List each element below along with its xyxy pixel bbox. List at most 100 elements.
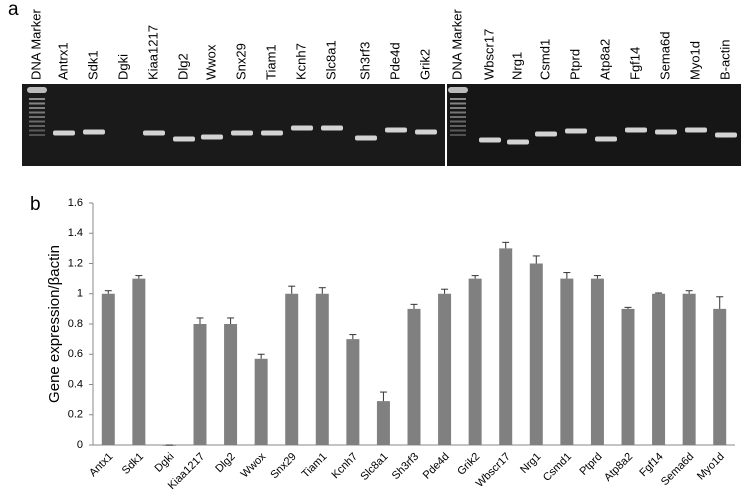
gel-band xyxy=(535,131,557,137)
ladder-band xyxy=(450,107,466,109)
ladder-band xyxy=(450,102,466,105)
lane-label: Sh3rf3 xyxy=(357,42,372,80)
gel-band xyxy=(201,134,223,140)
lane-label: Sema6d xyxy=(657,32,672,80)
y-tick-label: 1.4 xyxy=(68,227,83,239)
x-tick-label: Ptprd xyxy=(578,451,605,478)
lane-label: B-actin xyxy=(717,40,732,80)
gel-band xyxy=(321,125,343,131)
gel-left xyxy=(22,84,445,166)
ladder-band xyxy=(450,120,466,123)
x-tick-label: Csmd1 xyxy=(541,451,574,484)
ladder-well xyxy=(27,87,47,93)
bar xyxy=(438,293,452,445)
gel-band xyxy=(655,129,677,135)
gel-band xyxy=(261,130,283,136)
bar xyxy=(407,308,421,445)
ladder-band xyxy=(29,134,45,136)
bar xyxy=(468,278,482,445)
lane-label: Myo1d xyxy=(687,41,702,80)
panel-label: a xyxy=(8,0,19,20)
lane-label: Csmd1 xyxy=(537,39,552,80)
gel-band xyxy=(479,137,501,143)
gel-band xyxy=(355,135,377,141)
lane-label: Grik2 xyxy=(417,49,432,80)
bar xyxy=(285,293,299,445)
gel-band xyxy=(415,129,437,135)
y-tick-label: 0.2 xyxy=(68,409,83,421)
x-tick-label: Dlg2 xyxy=(213,451,237,475)
panel-label: b xyxy=(30,194,41,215)
bar xyxy=(529,263,543,445)
gel-band xyxy=(231,130,253,136)
lane-label: Kiaa1217 xyxy=(145,25,160,80)
lane-label: Snx29 xyxy=(233,43,248,80)
ladder-band xyxy=(450,111,466,114)
bar xyxy=(652,293,666,445)
x-tick-label: Snx29 xyxy=(268,451,299,482)
gel-band xyxy=(385,127,407,133)
ladder-band xyxy=(29,107,45,109)
ladder-band xyxy=(450,116,466,118)
ladder-band xyxy=(29,125,45,127)
lane-label: Wwox xyxy=(203,44,218,80)
gel-band xyxy=(595,136,617,142)
lane-label: Ptprd xyxy=(567,49,582,80)
x-tick-label: Grik2 xyxy=(455,451,482,478)
lane-label: Pde4d xyxy=(387,42,402,80)
y-tick-label: 0.4 xyxy=(68,378,83,390)
gel-band xyxy=(625,127,647,133)
bar xyxy=(560,278,574,445)
x-tick-label: Sh3rf3 xyxy=(390,451,421,482)
ladder-well xyxy=(448,87,468,93)
lane-label: Tiam1 xyxy=(263,44,278,80)
lane-label: DNA Marker xyxy=(449,9,464,80)
gel-band xyxy=(685,127,707,133)
lane-label: Antrx1 xyxy=(55,42,70,80)
gel-band xyxy=(507,139,529,145)
lane-label: DNA Marker xyxy=(28,9,43,80)
lane-label: Fgf14 xyxy=(627,47,642,80)
ladder-band xyxy=(29,111,45,114)
ladder-band xyxy=(450,134,466,136)
gel-band xyxy=(715,132,737,138)
lane-label: Kcnh7 xyxy=(293,43,308,80)
bar xyxy=(193,324,207,445)
x-tick-label: Tiam1 xyxy=(300,451,330,481)
bar xyxy=(682,293,696,445)
x-tick-label: Pde4d xyxy=(421,451,452,482)
lane-label: Sdk1 xyxy=(85,50,100,80)
x-tick-label: Atp8a2 xyxy=(602,451,635,484)
lane-label: Slc8a1 xyxy=(323,40,338,80)
x-tick-label: Wwox xyxy=(239,450,269,480)
ladder-band xyxy=(29,116,45,118)
gel-band xyxy=(565,128,587,134)
lane-label: Nrg1 xyxy=(509,52,524,80)
lane-label: Wbscr17 xyxy=(481,29,496,80)
bar xyxy=(224,324,238,445)
x-tick-label: Sdk1 xyxy=(120,451,146,477)
bar xyxy=(315,293,329,445)
bar xyxy=(376,401,390,445)
ladder-band xyxy=(450,98,466,100)
ladder-band xyxy=(29,129,45,132)
y-tick-label: 0 xyxy=(77,439,83,451)
bar xyxy=(101,293,115,445)
x-tick-label: Slc8a1 xyxy=(358,451,390,483)
lane-label: Dgki xyxy=(115,54,130,80)
lane-label: Dlg2 xyxy=(175,53,190,80)
ladder-band xyxy=(450,129,466,132)
bar xyxy=(254,358,268,445)
ladder-band xyxy=(450,125,466,127)
y-tick-label: 1.2 xyxy=(68,257,83,269)
gel-band xyxy=(143,130,165,136)
gel-band xyxy=(83,129,105,135)
lane-label: Atp8a2 xyxy=(597,39,612,80)
bar xyxy=(621,308,635,445)
bar xyxy=(346,339,360,445)
x-tick-label: Myo1d xyxy=(695,451,727,483)
x-tick-label: Dgki xyxy=(153,451,177,475)
x-tick-label: Antx1 xyxy=(87,451,115,479)
y-axis-label: Gene expression/βactin xyxy=(46,245,63,403)
